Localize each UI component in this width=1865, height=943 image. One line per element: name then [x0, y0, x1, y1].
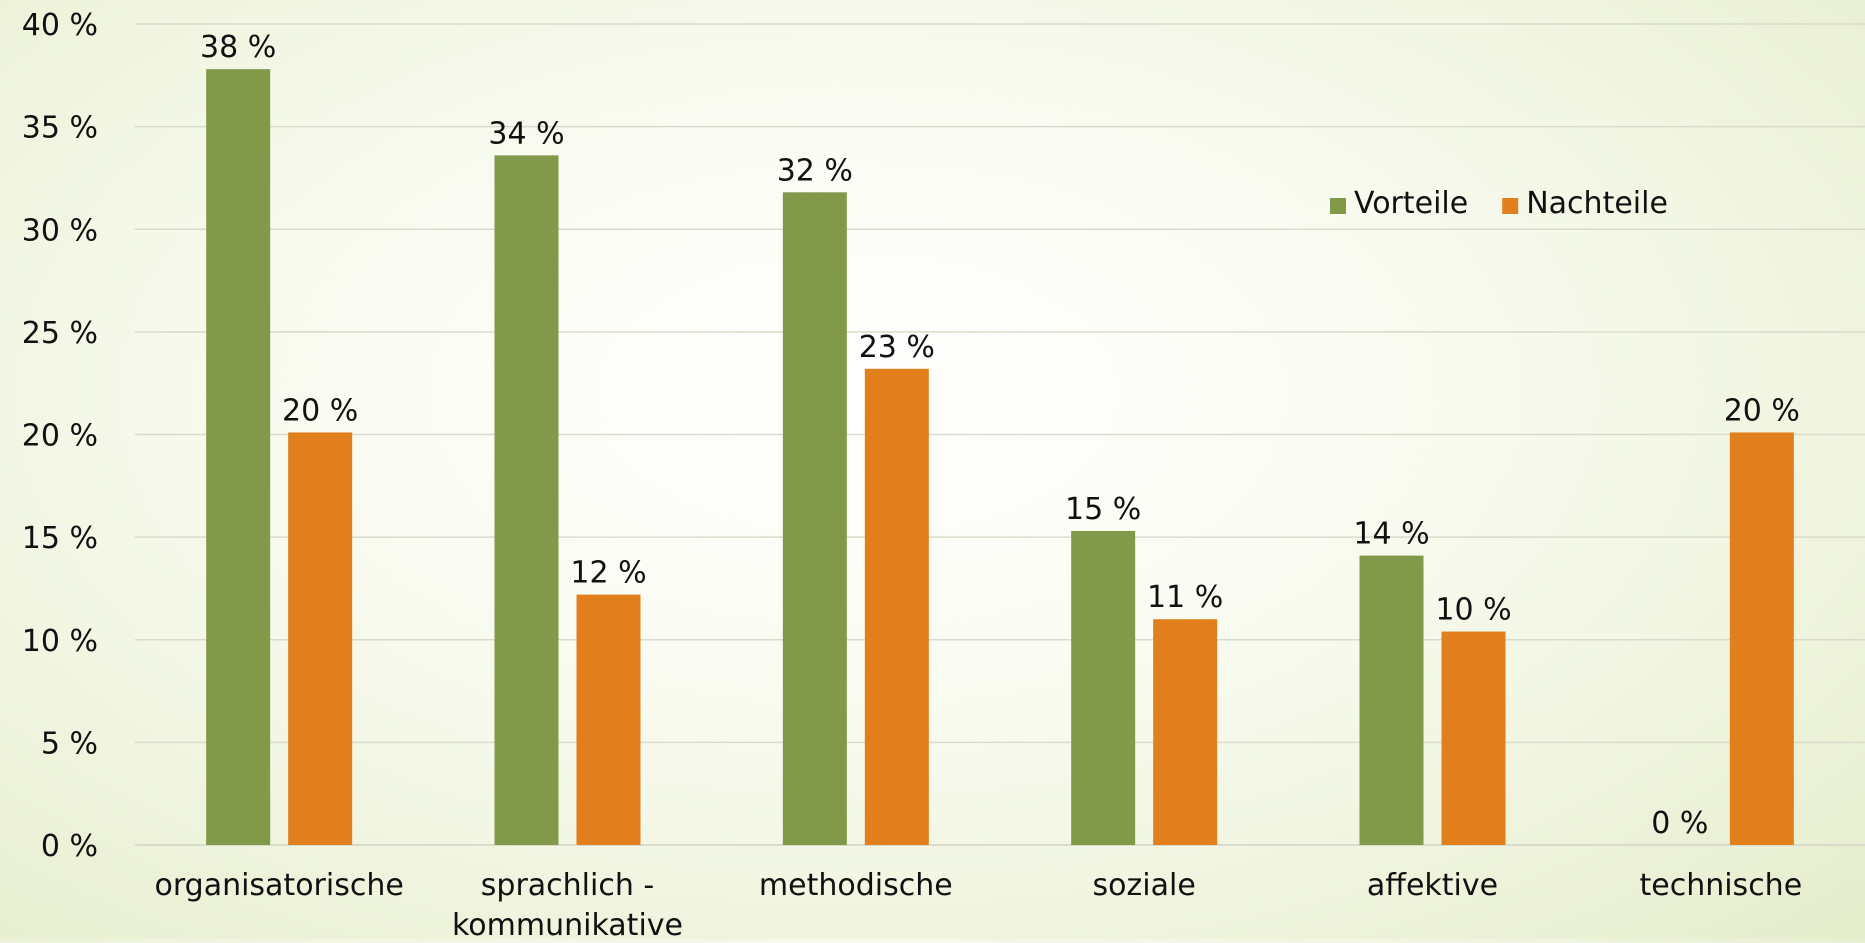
bar-nachteile: [864, 368, 929, 845]
data-label: 20 %: [282, 393, 358, 428]
x-category-label: technische: [1639, 868, 1802, 903]
x-axis: organisatorische sprachlich - kommunikativ…: [154, 868, 1802, 943]
bar-nachteile: [1441, 631, 1506, 845]
y-tick-label: 30 %: [22, 213, 98, 248]
bar-nachteile: [1153, 619, 1218, 845]
data-labels: 38 % 20 % 34 % 12 % 32 % 23 % 15 % 11 % 14 % 10 %…: [200, 30, 1800, 841]
data-label: 32 %: [777, 153, 853, 188]
legend-label: Vorteile: [1354, 186, 1468, 221]
y-tick-label: 15 %: [22, 521, 98, 556]
legend-swatch: [1502, 198, 1519, 214]
data-label: 11 %: [1147, 580, 1223, 615]
bar-nachteile: [1729, 432, 1794, 845]
x-category-label: affektive: [1367, 868, 1498, 903]
x-category-label: soziale: [1093, 868, 1196, 903]
y-tick-label: 25 %: [22, 316, 98, 351]
bar-vorteile: [206, 69, 271, 845]
legend-label: Nachteile: [1526, 186, 1668, 221]
data-label: 34 %: [488, 116, 564, 151]
data-label: 15 %: [1065, 492, 1141, 527]
bar-vorteile: [1071, 530, 1136, 845]
x-category-label: methodische: [759, 868, 953, 903]
bar-vorteile: [1359, 555, 1424, 845]
y-tick-label: 20 %: [22, 419, 98, 454]
data-label: 10 %: [1435, 593, 1511, 628]
data-label: 38 %: [200, 30, 276, 65]
y-tick-label: 40 %: [22, 8, 98, 43]
y-tick-label: 35 %: [22, 111, 98, 146]
bar-vorteile: [782, 192, 847, 845]
y-axis: 0 % 5 % 10 % 15 % 20 % 25 % 30 % 35 % 40 %: [22, 8, 98, 864]
data-label: 0 %: [1651, 806, 1708, 841]
data-label: 23 %: [859, 330, 935, 365]
bar-nachteile: [576, 594, 641, 845]
data-label: 12 %: [570, 556, 646, 591]
bar-nachteile: [288, 432, 353, 845]
x-category-label: sprachlich -: [481, 868, 654, 903]
legend-swatch: [1330, 198, 1346, 214]
legend: Vorteile Nachteile: [1330, 186, 1668, 221]
bars: [206, 69, 1794, 846]
data-label: 14 %: [1353, 517, 1429, 552]
x-category-label: organisatorische: [154, 868, 403, 903]
bar-vorteile: [494, 155, 559, 846]
y-tick-label: 0 %: [41, 829, 98, 864]
y-tick-label: 10 %: [22, 624, 98, 659]
data-label: 20 %: [1724, 393, 1800, 428]
x-category-label: kommunikative: [452, 908, 683, 939]
y-tick-label: 5 %: [41, 726, 98, 761]
gridlines: [135, 23, 1865, 846]
